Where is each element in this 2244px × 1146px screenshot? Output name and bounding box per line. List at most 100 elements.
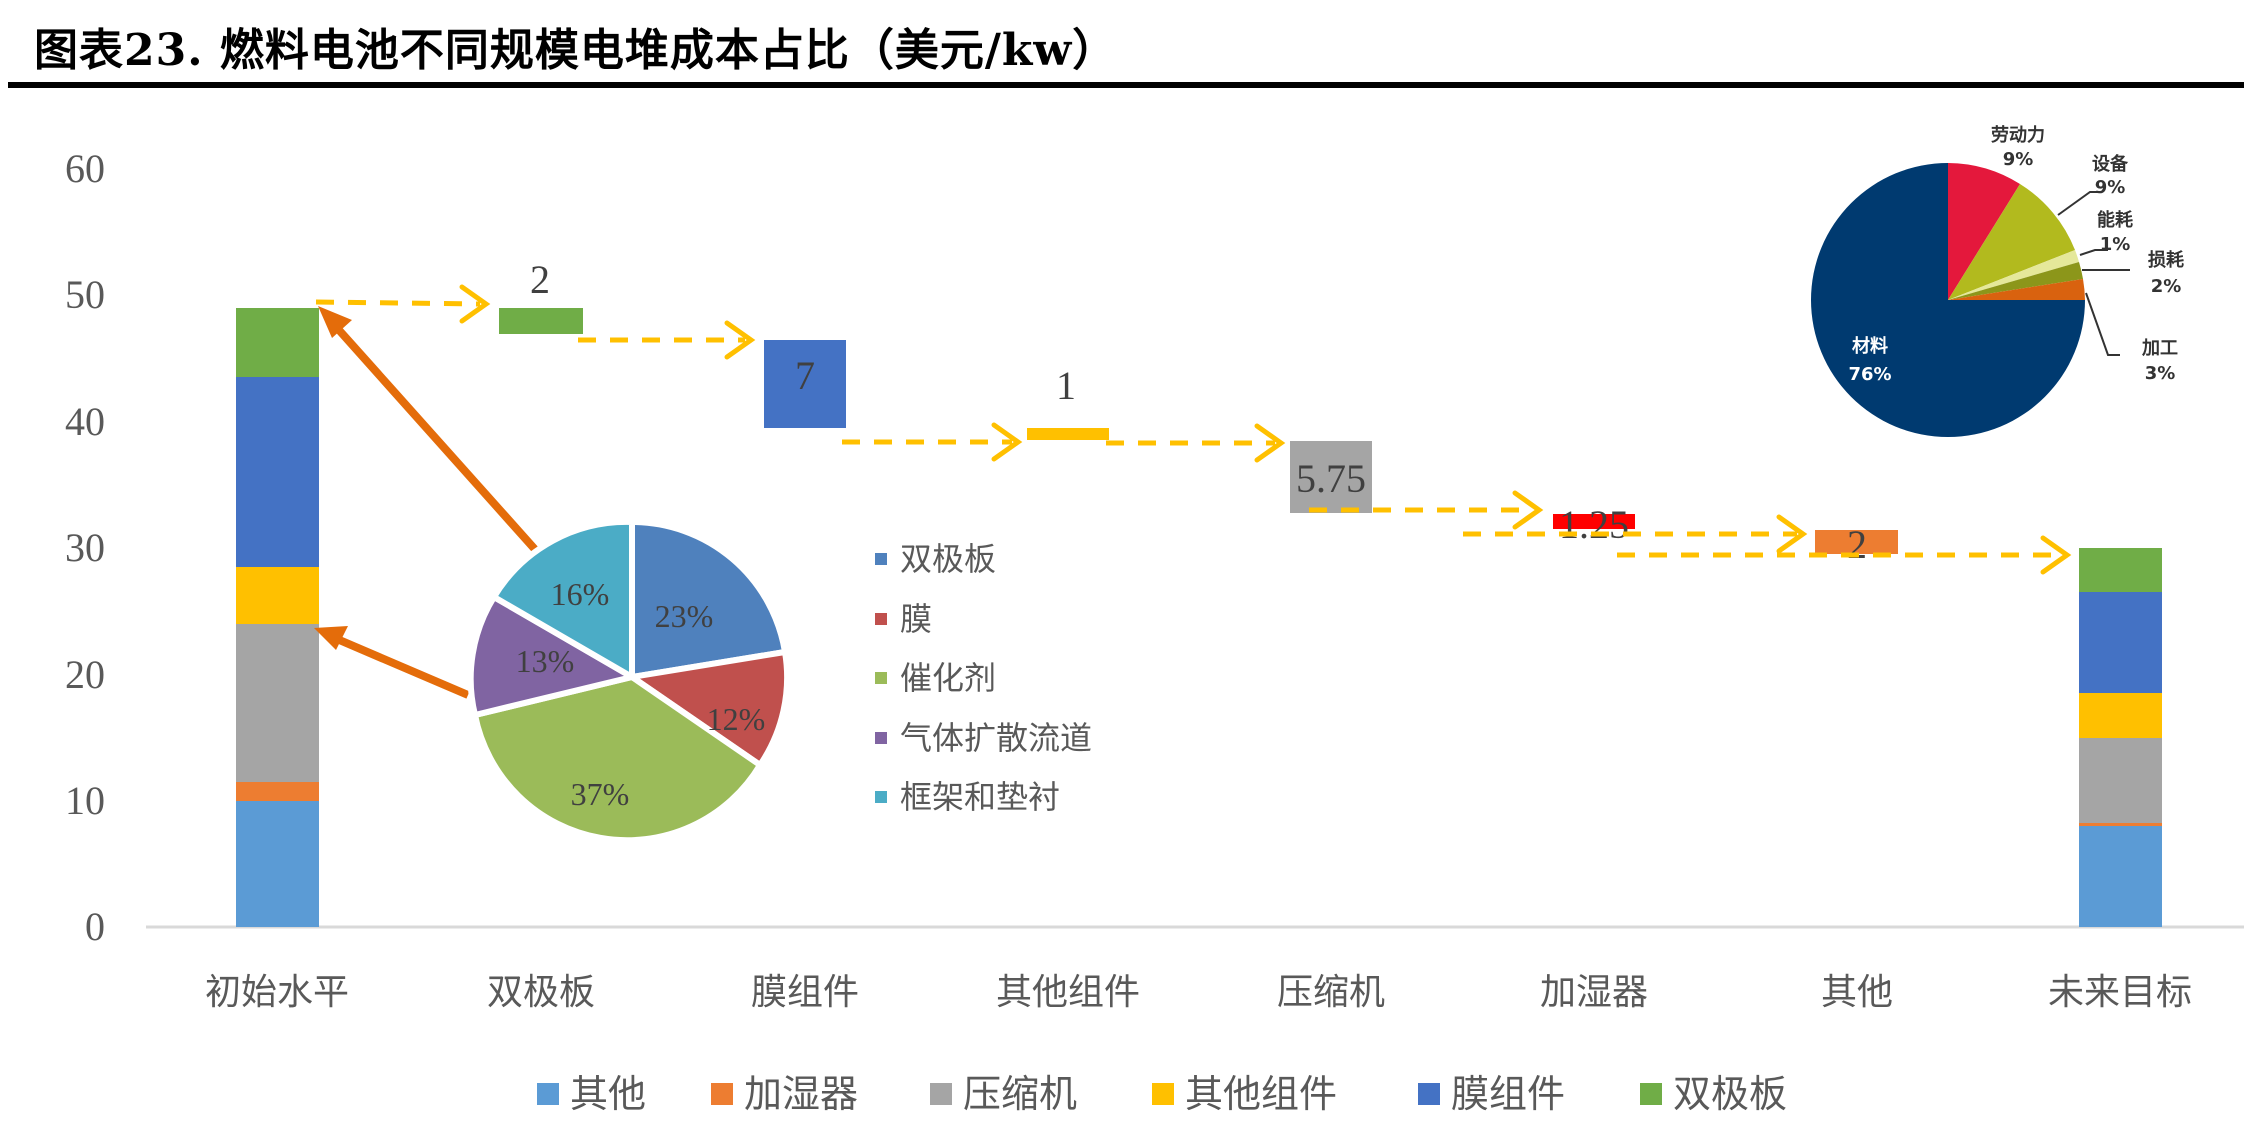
pie-label-pct: 1% [2100, 234, 2131, 255]
y-tick: 40 [65, 399, 105, 444]
pie-pct-label: 12% [707, 701, 766, 737]
y-axis: 0 10 20 30 40 50 60 [65, 146, 105, 949]
step-qita [1815, 530, 1898, 554]
pie-label-name: 设备 [2092, 153, 2129, 175]
y-tick: 0 [85, 904, 105, 949]
pie-label-name: 损耗 [2148, 249, 2184, 271]
legend-swatch [875, 672, 887, 684]
legend-swatch [930, 1083, 952, 1105]
pie-slice-shuangjiban [629, 518, 789, 681]
step-label: 1 [1056, 363, 1076, 408]
legend-label: 双极板 [1673, 1072, 1787, 1116]
pie-pct-label: 13% [516, 643, 575, 679]
pointer-arrows [314, 306, 543, 699]
step-label: 2 [1847, 522, 1867, 567]
x-tick: 压缩机 [1277, 972, 1385, 1013]
step-qitazujian [1027, 428, 1109, 440]
x-tick: 膜组件 [751, 972, 859, 1013]
legend-label: 气体扩散流道 [900, 719, 1092, 757]
segment-yasuoji [2079, 738, 2162, 823]
title-divider [8, 82, 2244, 88]
pie-slice-jiagong [1948, 279, 2085, 300]
legend-label: 压缩机 [963, 1072, 1077, 1116]
component-pie-chart: 23% 12% 37% 13% 16% [467, 518, 791, 844]
legend-label: 其他组件 [1185, 1072, 1337, 1116]
step-shuangjiban [499, 308, 583, 334]
step-label: 2 [530, 257, 550, 302]
pie-slice-kuangjia [489, 518, 635, 683]
cost-structure-pie-chart: 劳动力 9% 设备 9% 能耗 1% 损耗 2% 加工 3% 材料 76% [1811, 124, 2184, 437]
pie-label-pct: 76% [1848, 364, 1891, 385]
pie-label-pct: 3% [2145, 363, 2176, 384]
chart-title: 图表23. 燃料电池不同规模电堆成本占比（美元/kw） [34, 25, 1118, 76]
pie-slice-qiti [467, 592, 640, 719]
legend-label: 膜组件 [1451, 1072, 1565, 1116]
legend-label: 双极板 [900, 540, 996, 578]
component-pie-legend: 双极板 膜 催化剂 气体扩散流道 框架和垫衬 [875, 540, 1092, 816]
step-mozujian [764, 340, 846, 428]
pie-label-name: 材料 [1852, 335, 1888, 357]
segment-yasuoji [236, 624, 319, 782]
pie-slice-cuihuaji [471, 673, 765, 844]
legend-swatch [875, 553, 887, 565]
step-yasuoji [1290, 441, 1372, 513]
legend-swatch [1152, 1083, 1174, 1105]
pie-slice-nenghao [1948, 250, 2079, 300]
pie-slice-mo [624, 648, 791, 770]
step-label: 1.25 [1559, 502, 1629, 547]
pie-label-name: 能耗 [2097, 209, 2133, 231]
bar-target [2079, 548, 2162, 927]
legend-swatch [875, 791, 887, 803]
connector-arrows [315, 284, 2072, 575]
segment-mozujian [236, 377, 319, 567]
chart-legend: 其他 加湿器 压缩机 其他组件 膜组件 双极板 [537, 1072, 1787, 1116]
pie-label-pct: 9% [2095, 177, 2126, 198]
step-jiashiqi [1553, 514, 1635, 529]
x-tick: 其他组件 [996, 972, 1140, 1013]
segment-qitazujian [236, 567, 319, 624]
waterfall-steps [499, 308, 1898, 554]
pie-label-pct: 9% [2003, 149, 2034, 170]
x-tick: 双极板 [487, 972, 595, 1013]
segment-shuangjiban [2079, 548, 2162, 592]
x-tick: 未来目标 [2048, 972, 2192, 1013]
legend-swatch [537, 1083, 559, 1105]
step-label: 7 [795, 353, 815, 398]
legend-label: 催化剂 [900, 659, 996, 697]
y-tick: 10 [65, 778, 105, 823]
y-tick: 20 [65, 652, 105, 697]
legend-label: 膜 [900, 600, 932, 638]
pie-pct-label: 23% [655, 598, 714, 634]
legend-swatch [875, 613, 887, 625]
segment-qitazujian [2079, 693, 2162, 738]
x-axis-labels: 初始水平 双极板 膜组件 其他组件 压缩机 加湿器 其他 未来目标 [205, 972, 2192, 1013]
segment-shuangjiban [236, 308, 319, 377]
x-tick: 其他 [1821, 972, 1893, 1013]
segment-mozujian [2079, 592, 2162, 693]
pie-label-pct: 2% [2151, 276, 2182, 297]
pie-slice-shebei [1948, 184, 2075, 300]
pie-label-name: 加工 [2141, 338, 2178, 359]
pie-label-name: 劳动力 [1991, 124, 2045, 146]
legend-swatch [1418, 1083, 1440, 1105]
segment-jiashiqi [236, 782, 319, 801]
pie-slice-laodongli [1948, 163, 2020, 300]
pie-pct-label: 37% [571, 776, 630, 812]
segment-qita [2079, 826, 2162, 927]
legend-label: 加湿器 [744, 1072, 858, 1116]
pie-slice-sunhao [1948, 262, 2083, 300]
legend-swatch [1640, 1083, 1662, 1105]
legend-swatch [711, 1083, 733, 1105]
step-label: 5.75 [1296, 456, 1366, 501]
pie-pct-label: 16% [551, 576, 610, 612]
legend-label: 框架和垫衬 [900, 778, 1060, 816]
x-tick: 初始水平 [205, 972, 349, 1013]
bar-initial [236, 308, 319, 927]
y-tick: 50 [65, 272, 105, 317]
legend-label: 其他 [570, 1072, 646, 1116]
segment-jiashiqi [2079, 823, 2162, 826]
y-tick: 60 [65, 146, 105, 191]
y-tick: 30 [65, 525, 105, 570]
legend-swatch [875, 732, 887, 744]
